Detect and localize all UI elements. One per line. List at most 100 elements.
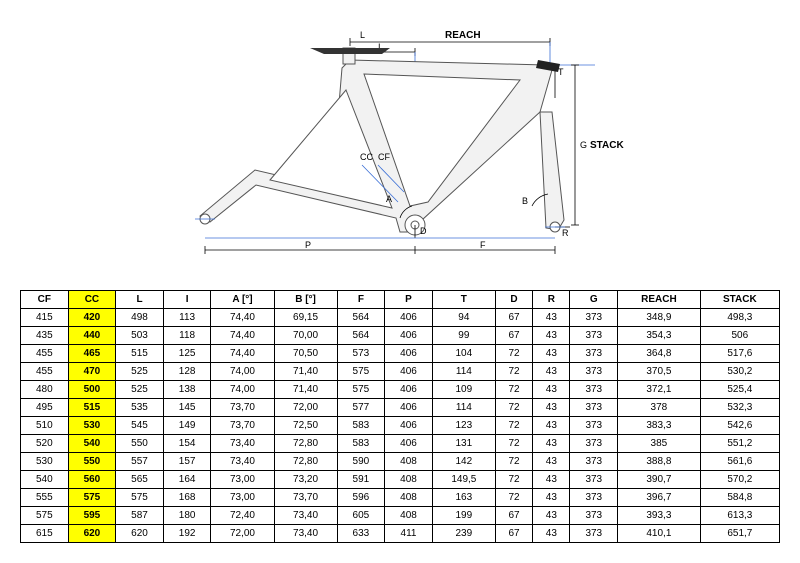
table-cell: 43 <box>533 507 570 525</box>
label-r: R <box>562 228 569 238</box>
col-header: R <box>533 291 570 309</box>
table-cell: 43 <box>533 399 570 417</box>
table-cell: 74,40 <box>211 327 274 345</box>
table-cell: 495 <box>21 399 69 417</box>
table-cell: 455 <box>21 345 69 363</box>
table-cell: 620 <box>116 525 164 543</box>
table-cell: 406 <box>385 417 433 435</box>
table-row: 55557557516873,0073,70596408163724337339… <box>21 489 780 507</box>
table-cell: 72 <box>495 399 532 417</box>
table-cell: 455 <box>21 363 69 381</box>
table-cell: 72 <box>495 435 532 453</box>
table-cell: 564 <box>337 327 385 345</box>
table-cell: 506 <box>700 327 779 345</box>
table-cell: 396,7 <box>618 489 701 507</box>
table-cell: 510 <box>21 417 69 435</box>
table-cell: 584,8 <box>700 489 779 507</box>
table-cell: 348,9 <box>618 309 701 327</box>
table-row: 45547052512874,0071,40575406114724337337… <box>21 363 780 381</box>
label-f: F <box>480 240 486 250</box>
table-cell: 591 <box>337 471 385 489</box>
table-cell: 583 <box>337 435 385 453</box>
table-cell: 373 <box>570 525 618 543</box>
col-header: P <box>385 291 433 309</box>
table-cell: 128 <box>163 363 211 381</box>
table-row: 52054055015473,4072,80583406131724337338… <box>21 435 780 453</box>
table-cell: 575 <box>116 489 164 507</box>
table-cell: 71,40 <box>274 363 337 381</box>
table-cell: 72 <box>495 381 532 399</box>
table-cell: 72,80 <box>274 435 337 453</box>
col-header: B [°] <box>274 291 337 309</box>
table-cell: 72,00 <box>211 525 274 543</box>
geometry-table-body: 41542049811374,4069,15564406946743373348… <box>21 309 780 543</box>
table-cell: 73,40 <box>274 525 337 543</box>
table-row: 54056056516473,0073,20591408149,57243373… <box>21 471 780 489</box>
table-cell: 74,40 <box>211 309 274 327</box>
table-cell: 94 <box>432 309 495 327</box>
table-cell: 73,40 <box>211 435 274 453</box>
table-cell: 575 <box>337 363 385 381</box>
table-cell: 388,8 <box>618 453 701 471</box>
table-cell: 154 <box>163 435 211 453</box>
table-cell: 354,3 <box>618 327 701 345</box>
table-cell: 145 <box>163 399 211 417</box>
table-cell: 67 <box>495 525 532 543</box>
table-cell: 373 <box>570 453 618 471</box>
table-cell: 570,2 <box>700 471 779 489</box>
label-a: A <box>386 194 392 204</box>
table-cell: 503 <box>116 327 164 345</box>
table-row: 53055055715773,4072,80590408142724337338… <box>21 453 780 471</box>
table-cell: 72,50 <box>274 417 337 435</box>
table-cell: 406 <box>385 327 433 345</box>
table-cell: 67 <box>495 507 532 525</box>
table-cell: 480 <box>21 381 69 399</box>
label-d: D <box>420 226 427 236</box>
table-cell: 373 <box>570 345 618 363</box>
table-cell: 70,50 <box>274 345 337 363</box>
table-cell: 406 <box>385 435 433 453</box>
table-cell: 364,8 <box>618 345 701 363</box>
table-cell: 72 <box>495 345 532 363</box>
table-cell: 157 <box>163 453 211 471</box>
table-cell: 564 <box>337 309 385 327</box>
table-cell: 408 <box>385 453 433 471</box>
table-cell: 540 <box>21 471 69 489</box>
table-row: 51053054514973,7072,50583406123724337338… <box>21 417 780 435</box>
table-cell: 199 <box>432 507 495 525</box>
table-cell: 239 <box>432 525 495 543</box>
table-cell: 575 <box>68 489 116 507</box>
table-cell: 470 <box>68 363 116 381</box>
table-cell: 408 <box>385 489 433 507</box>
table-cell: 500 <box>68 381 116 399</box>
label-l: L <box>360 30 365 40</box>
table-cell: 596 <box>337 489 385 507</box>
table-cell: 420 <box>68 309 116 327</box>
table-cell: 74,00 <box>211 381 274 399</box>
table-cell: 73,70 <box>211 399 274 417</box>
label-b: B <box>522 196 528 206</box>
table-cell: 72 <box>495 453 532 471</box>
label-reach: REACH <box>445 30 481 41</box>
table-cell: 149 <box>163 417 211 435</box>
table-cell: 575 <box>21 507 69 525</box>
table-cell: 633 <box>337 525 385 543</box>
label-stack: STACK <box>590 140 624 151</box>
table-cell: 131 <box>432 435 495 453</box>
table-cell: 373 <box>570 417 618 435</box>
table-cell: 435 <box>21 327 69 345</box>
table-cell: 43 <box>533 489 570 507</box>
table-cell: 565 <box>116 471 164 489</box>
table-cell: 114 <box>432 363 495 381</box>
table-cell: 192 <box>163 525 211 543</box>
table-cell: 43 <box>533 345 570 363</box>
table-cell: 43 <box>533 363 570 381</box>
table-cell: 383,3 <box>618 417 701 435</box>
table-row: 49551553514573,7072,00577406114724337337… <box>21 399 780 417</box>
table-cell: 575 <box>337 381 385 399</box>
col-header: I <box>163 291 211 309</box>
table-cell: 109 <box>432 381 495 399</box>
table-cell: 555 <box>21 489 69 507</box>
table-cell: 532,3 <box>700 399 779 417</box>
table-cell: 373 <box>570 471 618 489</box>
